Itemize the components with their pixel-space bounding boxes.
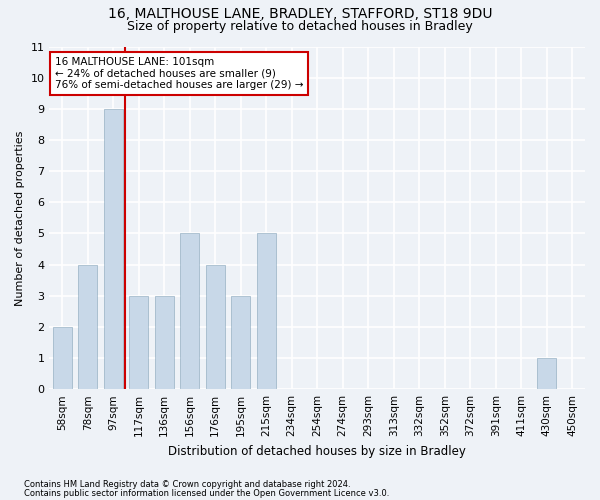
Bar bbox=[155, 296, 174, 389]
Bar bbox=[129, 296, 148, 389]
Bar bbox=[155, 296, 174, 389]
Bar bbox=[537, 358, 556, 389]
Bar bbox=[78, 264, 97, 389]
Bar bbox=[180, 234, 199, 389]
Text: Contains public sector information licensed under the Open Government Licence v3: Contains public sector information licen… bbox=[24, 488, 389, 498]
Bar bbox=[206, 264, 225, 389]
Bar bbox=[257, 234, 276, 389]
Text: 16 MALTHOUSE LANE: 101sqm
← 24% of detached houses are smaller (9)
76% of semi-d: 16 MALTHOUSE LANE: 101sqm ← 24% of detac… bbox=[55, 57, 303, 90]
Bar bbox=[180, 234, 199, 389]
Bar bbox=[206, 264, 225, 389]
Text: Contains HM Land Registry data © Crown copyright and database right 2024.: Contains HM Land Registry data © Crown c… bbox=[24, 480, 350, 489]
Bar bbox=[104, 109, 123, 389]
Bar bbox=[537, 358, 556, 389]
Bar bbox=[231, 296, 250, 389]
Bar bbox=[53, 327, 72, 389]
Text: 16, MALTHOUSE LANE, BRADLEY, STAFFORD, ST18 9DU: 16, MALTHOUSE LANE, BRADLEY, STAFFORD, S… bbox=[108, 8, 492, 22]
X-axis label: Distribution of detached houses by size in Bradley: Distribution of detached houses by size … bbox=[168, 444, 466, 458]
Bar bbox=[53, 327, 72, 389]
Bar bbox=[104, 109, 123, 389]
Bar bbox=[231, 296, 250, 389]
Bar bbox=[78, 264, 97, 389]
Text: Size of property relative to detached houses in Bradley: Size of property relative to detached ho… bbox=[127, 20, 473, 33]
Y-axis label: Number of detached properties: Number of detached properties bbox=[15, 130, 25, 306]
Bar bbox=[129, 296, 148, 389]
Bar bbox=[257, 234, 276, 389]
